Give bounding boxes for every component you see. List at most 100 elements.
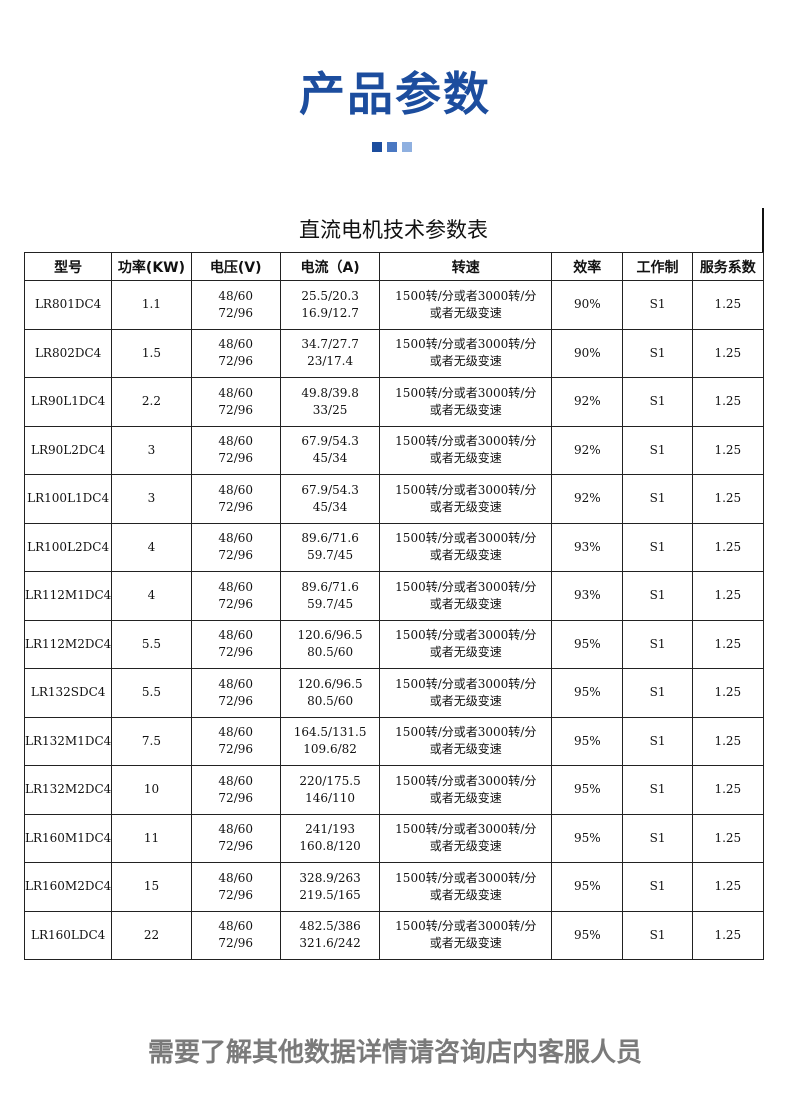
efficiency-cell: 93% bbox=[551, 522, 624, 572]
dot-3 bbox=[402, 142, 412, 152]
current-line: 80.5/60 bbox=[307, 693, 354, 708]
efficiency-cell: 95% bbox=[551, 765, 624, 815]
speed-line: 或者无级变速 bbox=[429, 790, 502, 805]
table-row: LR160M2DC4 15 48/60 72/96 328.9/263 219.5/165… bbox=[23, 862, 765, 912]
current-cell: 67.9/54.3 45/34 bbox=[279, 425, 381, 475]
current-cell: 34.7/27.7 23/17.4 bbox=[279, 328, 381, 378]
speed-line: 或者无级变速 bbox=[429, 693, 502, 708]
voltage-cell: 48/60 72/96 bbox=[190, 377, 281, 427]
speed-line: 或者无级变速 bbox=[429, 548, 502, 563]
table-row: LR802DC4 1.5 48/60 72/96 34.7/27.7 23/17.4 150… bbox=[23, 328, 765, 378]
current-line: 164.5/131.5 bbox=[293, 725, 367, 740]
service-factor-cell: 1.25 bbox=[691, 425, 765, 475]
voltage-line: 72/96 bbox=[218, 305, 254, 320]
voltage-line: 48/60 bbox=[218, 773, 254, 788]
col-header-voltage: 电压(V) bbox=[190, 252, 281, 281]
model-cell: LR132M1DC4 bbox=[23, 716, 113, 766]
current-line: 241/193 bbox=[305, 822, 356, 837]
current-line: 89.6/71.6 bbox=[301, 531, 359, 546]
efficiency-cell: 93% bbox=[551, 571, 624, 621]
speed-cell: 1500转/分或者3000转/分 或者无级变速 bbox=[379, 716, 553, 766]
duty-cell: S1 bbox=[622, 716, 693, 766]
model-cell: LR160LDC4 bbox=[23, 910, 113, 960]
speed-line: 1500转/分或者3000转/分 bbox=[395, 822, 537, 837]
voltage-line: 72/96 bbox=[218, 402, 254, 417]
duty-cell: S1 bbox=[622, 619, 693, 669]
model-cell: LR802DC4 bbox=[23, 328, 113, 378]
table-row: LR90L2DC4 3 48/60 72/96 67.9/54.3 45/34 1500转/… bbox=[23, 425, 765, 475]
current-line: 33/25 bbox=[312, 402, 348, 417]
speed-line: 或者无级变速 bbox=[429, 936, 502, 951]
table-row: LR160M1DC4 11 48/60 72/96 241/193 160.8/120 15… bbox=[23, 813, 765, 863]
service-factor-cell: 1.25 bbox=[691, 716, 765, 766]
model-cell: LR90L2DC4 bbox=[23, 425, 113, 475]
voltage-line: 72/96 bbox=[218, 839, 254, 854]
speed-line: 1500转/分或者3000转/分 bbox=[395, 870, 537, 885]
current-line: 45/34 bbox=[312, 451, 348, 466]
speed-cell: 1500转/分或者3000转/分 或者无级变速 bbox=[379, 619, 553, 669]
table-row: LR100L1DC4 3 48/60 72/96 67.9/54.3 45/34 1500转… bbox=[23, 474, 765, 524]
speed-cell: 1500转/分或者3000转/分 或者无级变速 bbox=[379, 474, 553, 524]
power-cell: 7.5 bbox=[111, 716, 192, 766]
voltage-line: 48/60 bbox=[218, 579, 254, 594]
voltage-line: 48/60 bbox=[218, 385, 254, 400]
voltage-cell: 48/60 72/96 bbox=[190, 668, 281, 718]
voltage-cell: 48/60 72/96 bbox=[190, 474, 281, 524]
service-factor-cell: 1.25 bbox=[691, 377, 765, 427]
efficiency-cell: 92% bbox=[551, 425, 624, 475]
voltage-line: 48/60 bbox=[218, 676, 254, 691]
speed-cell: 1500转/分或者3000转/分 或者无级变速 bbox=[379, 280, 553, 330]
voltage-cell: 48/60 72/96 bbox=[190, 619, 281, 669]
service-factor-cell: 1.25 bbox=[691, 668, 765, 718]
current-cell: 220/175.5 146/110 bbox=[279, 765, 381, 815]
speed-line: 1500转/分或者3000转/分 bbox=[395, 579, 537, 594]
power-cell: 10 bbox=[111, 765, 192, 815]
table-row: LR801DC4 1.1 48/60 72/96 25.5/20.3 16.9/12.7 1… bbox=[23, 280, 765, 330]
voltage-line: 48/60 bbox=[218, 531, 254, 546]
table-row: LR132M2DC4 10 48/60 72/96 220/175.5 146/110 15… bbox=[23, 765, 765, 815]
table-row: LR112M1DC4 4 48/60 72/96 89.6/71.6 59.7/45 150… bbox=[23, 571, 765, 621]
speed-cell: 1500转/分或者3000转/分 或者无级变速 bbox=[379, 571, 553, 621]
speed-line: 1500转/分或者3000转/分 bbox=[395, 385, 537, 400]
power-cell: 11 bbox=[111, 813, 192, 863]
power-cell: 4 bbox=[111, 522, 192, 572]
duty-cell: S1 bbox=[622, 813, 693, 863]
speed-line: 或者无级变速 bbox=[429, 645, 502, 660]
page-title: 产品参数 bbox=[299, 67, 491, 121]
current-cell: 241/193 160.8/120 bbox=[279, 813, 381, 863]
speed-cell: 1500转/分或者3000转/分 或者无级变速 bbox=[379, 765, 553, 815]
speed-line: 1500转/分或者3000转/分 bbox=[395, 531, 537, 546]
current-cell: 120.6/96.5 80.5/60 bbox=[279, 668, 381, 718]
current-line: 25.5/20.3 bbox=[301, 288, 359, 303]
speed-cell: 1500转/分或者3000转/分 或者无级变速 bbox=[379, 328, 553, 378]
current-line: 160.8/120 bbox=[299, 839, 361, 854]
efficiency-cell: 95% bbox=[551, 910, 624, 960]
speed-line: 1500转/分或者3000转/分 bbox=[395, 773, 537, 788]
current-line: 321.6/242 bbox=[299, 936, 361, 951]
spec-table: 型号 功率(KW) 电压(V) 电流（A) 转速 效率 工作制 服务系数 LR8… bbox=[23, 252, 765, 960]
speed-cell: 1500转/分或者3000转/分 或者无级变速 bbox=[379, 377, 553, 427]
voltage-cell: 48/60 72/96 bbox=[190, 328, 281, 378]
current-line: 109.6/82 bbox=[303, 742, 357, 757]
service-factor-cell: 1.25 bbox=[691, 765, 765, 815]
speed-line: 1500转/分或者3000转/分 bbox=[395, 919, 537, 934]
power-cell: 1.5 bbox=[111, 328, 192, 378]
current-cell: 49.8/39.8 33/25 bbox=[279, 377, 381, 427]
voltage-line: 48/60 bbox=[218, 337, 254, 352]
current-cell: 164.5/131.5 109.6/82 bbox=[279, 716, 381, 766]
model-cell: LR132M2DC4 bbox=[23, 765, 113, 815]
voltage-cell: 48/60 72/96 bbox=[190, 862, 281, 912]
voltage-line: 48/60 bbox=[218, 434, 254, 449]
power-cell: 22 bbox=[111, 910, 192, 960]
current-line: 219.5/165 bbox=[299, 887, 361, 902]
voltage-line: 48/60 bbox=[218, 919, 254, 934]
voltage-cell: 48/60 72/96 bbox=[190, 910, 281, 960]
speed-line: 1500转/分或者3000转/分 bbox=[395, 434, 537, 449]
speed-line: 1500转/分或者3000转/分 bbox=[395, 676, 537, 691]
voltage-cell: 48/60 72/96 bbox=[190, 765, 281, 815]
model-cell: LR132SDC4 bbox=[23, 668, 113, 718]
current-cell: 120.6/96.5 80.5/60 bbox=[279, 619, 381, 669]
speed-line: 1500转/分或者3000转/分 bbox=[395, 288, 537, 303]
current-line: 45/34 bbox=[312, 499, 348, 514]
current-line: 120.6/96.5 bbox=[297, 676, 363, 691]
